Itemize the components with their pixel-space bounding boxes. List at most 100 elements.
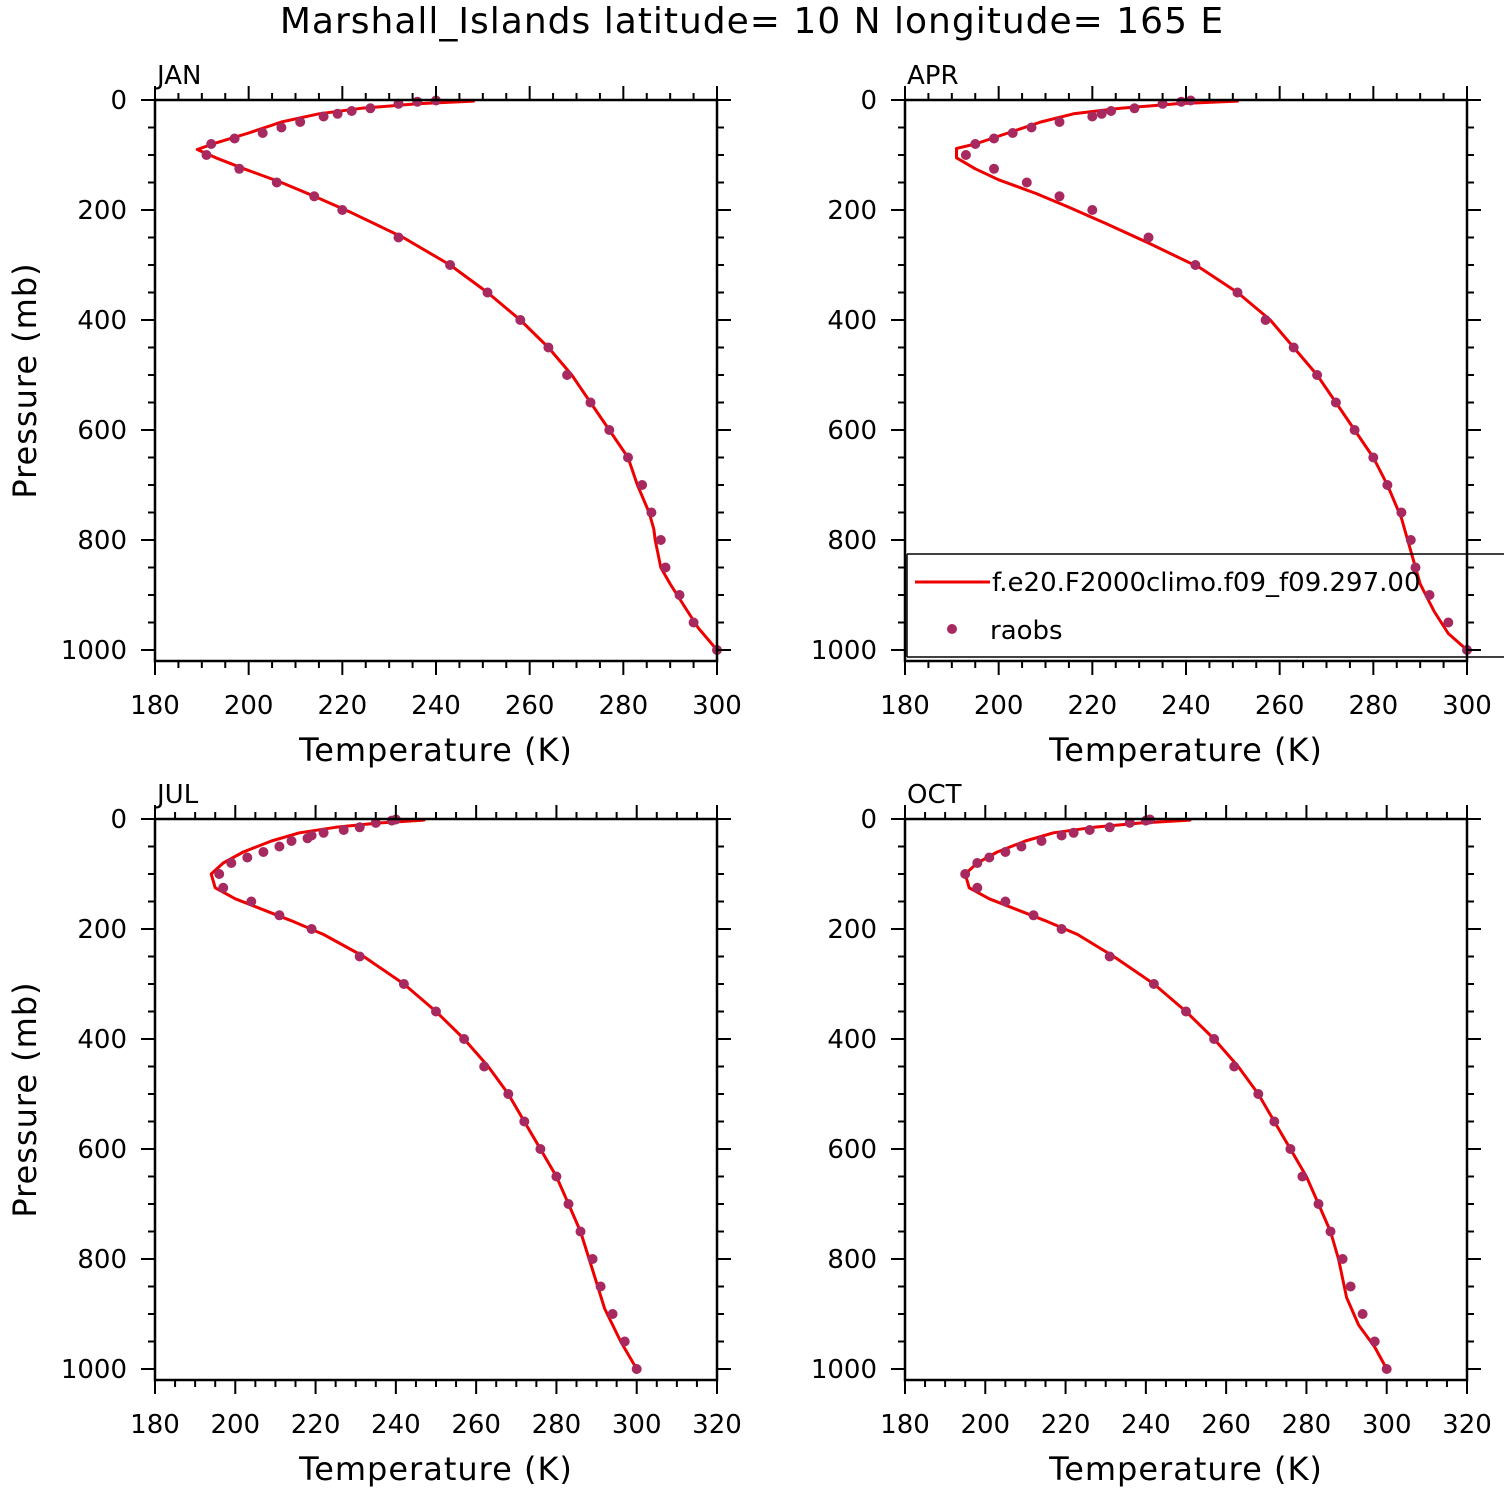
raobs-point bbox=[543, 342, 554, 353]
x-tick-label: 260 bbox=[1255, 691, 1305, 721]
raobs-point bbox=[295, 117, 306, 127]
x-tick-label: 200 bbox=[960, 1410, 1010, 1440]
raobs-point bbox=[688, 617, 699, 628]
raobs-point bbox=[246, 896, 257, 907]
raobs-point bbox=[1229, 1061, 1240, 1072]
raobs-point bbox=[1260, 315, 1271, 325]
raobs-point bbox=[989, 133, 999, 144]
raobs-point bbox=[1096, 108, 1107, 119]
raobs-point bbox=[604, 425, 615, 435]
x-tick-label: 260 bbox=[505, 691, 555, 721]
model-line bbox=[963, 818, 1389, 1371]
page-title: Marshall_Islands latitude= 10 N longitud… bbox=[279, 1, 1225, 42]
y-tick-label: 1000 bbox=[811, 636, 877, 666]
raobs-point bbox=[984, 852, 995, 863]
y-tick-label: 0 bbox=[110, 86, 127, 116]
x-tick-label: 200 bbox=[974, 691, 1024, 721]
raobs-point bbox=[1084, 825, 1095, 835]
raobs-point bbox=[1312, 370, 1323, 380]
x-tick-label: 240 bbox=[371, 1410, 421, 1440]
raobs-point bbox=[257, 128, 268, 138]
raobs-point bbox=[1007, 128, 1018, 138]
raobs-point bbox=[393, 232, 404, 243]
y-tick-label: 200 bbox=[77, 196, 127, 226]
raobs-point bbox=[585, 397, 596, 408]
raobs-point bbox=[306, 924, 317, 934]
x-tick-label: 240 bbox=[1121, 1410, 1171, 1440]
x-axis-title: Temperature (K) bbox=[298, 1450, 573, 1488]
panel-apr: 180 200 220 240 260 280 300 0 200 400 600 800 1000 AP… bbox=[811, 61, 1492, 769]
x-tick-label: 240 bbox=[1161, 691, 1211, 721]
plot-frame bbox=[153, 817, 719, 1382]
raobs-point bbox=[286, 836, 297, 846]
x-tick-label: 300 bbox=[1442, 691, 1492, 721]
raobs-point bbox=[551, 1171, 562, 1182]
raobs-point bbox=[332, 108, 343, 119]
raobs-point bbox=[274, 910, 285, 921]
raobs-point bbox=[1297, 1171, 1308, 1182]
y-tick-label: 600 bbox=[827, 1135, 877, 1165]
raobs-point bbox=[575, 1226, 586, 1237]
raobs-point bbox=[1405, 535, 1416, 545]
panel-oct: 180 200 220 240 260 280 300 320 0 200 400 600 800 100… bbox=[811, 780, 1492, 1488]
raobs-point bbox=[1369, 1336, 1380, 1347]
raobs-point bbox=[258, 847, 269, 857]
x-tick-label: 220 bbox=[318, 691, 368, 721]
raobs-point bbox=[412, 96, 423, 107]
legend-model-label: f.e20.F2000climo.f09_f09.297.00 bbox=[992, 568, 1421, 598]
x-tick-label: 180 bbox=[880, 691, 930, 721]
raobs-point bbox=[1209, 1034, 1220, 1044]
raobs-point bbox=[201, 150, 212, 160]
raobs-point bbox=[365, 103, 376, 114]
raobs-point bbox=[206, 139, 217, 149]
raobs-point bbox=[1325, 1226, 1336, 1237]
raobs-point bbox=[1190, 260, 1201, 270]
raobs-point bbox=[354, 822, 365, 833]
raobs-point bbox=[563, 1199, 574, 1209]
raobs-point bbox=[242, 852, 253, 863]
raobs-point bbox=[398, 979, 409, 989]
raobs-point bbox=[302, 833, 313, 844]
y-tick-label: 0 bbox=[860, 805, 877, 835]
raobs-point bbox=[1157, 98, 1168, 109]
raobs-point bbox=[1087, 111, 1098, 122]
raobs-point bbox=[1330, 397, 1341, 408]
x-tick-label: 220 bbox=[291, 1410, 341, 1440]
x-tick-label: 320 bbox=[692, 1410, 742, 1440]
x-tick-label: 260 bbox=[451, 1410, 501, 1440]
raobs-point bbox=[607, 1309, 618, 1319]
raobs-point bbox=[1337, 1254, 1348, 1264]
raobs-point bbox=[619, 1336, 630, 1347]
raobs-point bbox=[1148, 979, 1159, 989]
x-tick-label: 280 bbox=[1282, 1410, 1332, 1440]
raobs-point bbox=[309, 191, 320, 202]
raobs-point bbox=[623, 452, 633, 463]
raobs-point bbox=[1253, 1089, 1264, 1099]
raobs-point bbox=[970, 139, 981, 149]
y-tick-label: 1000 bbox=[61, 1355, 127, 1385]
y-tick-label: 600 bbox=[827, 416, 877, 446]
plot-frame bbox=[903, 817, 1469, 1382]
raobs-point bbox=[274, 841, 285, 852]
raobs-point bbox=[989, 163, 999, 174]
raobs-point bbox=[1026, 122, 1037, 133]
y-axis-title: Pressure (mb) bbox=[6, 981, 44, 1217]
raobs-point bbox=[1124, 817, 1135, 828]
y-tick-label: 0 bbox=[860, 86, 877, 116]
x-tick-label: 280 bbox=[532, 1410, 582, 1440]
y-tick-label: 200 bbox=[827, 196, 877, 226]
raobs-point bbox=[370, 817, 381, 828]
raobs-point bbox=[535, 1144, 546, 1154]
raobs-point bbox=[393, 98, 404, 109]
x-tick-label: 280 bbox=[1349, 691, 1399, 721]
raobs-point bbox=[519, 1116, 530, 1127]
y-tick-label: 600 bbox=[77, 416, 127, 446]
raobs-point bbox=[972, 882, 983, 893]
raobs-point bbox=[1381, 1364, 1392, 1374]
raobs-point bbox=[1000, 896, 1011, 907]
y-tick-label: 1000 bbox=[61, 636, 127, 666]
raobs-point bbox=[674, 590, 685, 600]
model-line bbox=[209, 818, 639, 1371]
raobs-point bbox=[1368, 452, 1379, 463]
